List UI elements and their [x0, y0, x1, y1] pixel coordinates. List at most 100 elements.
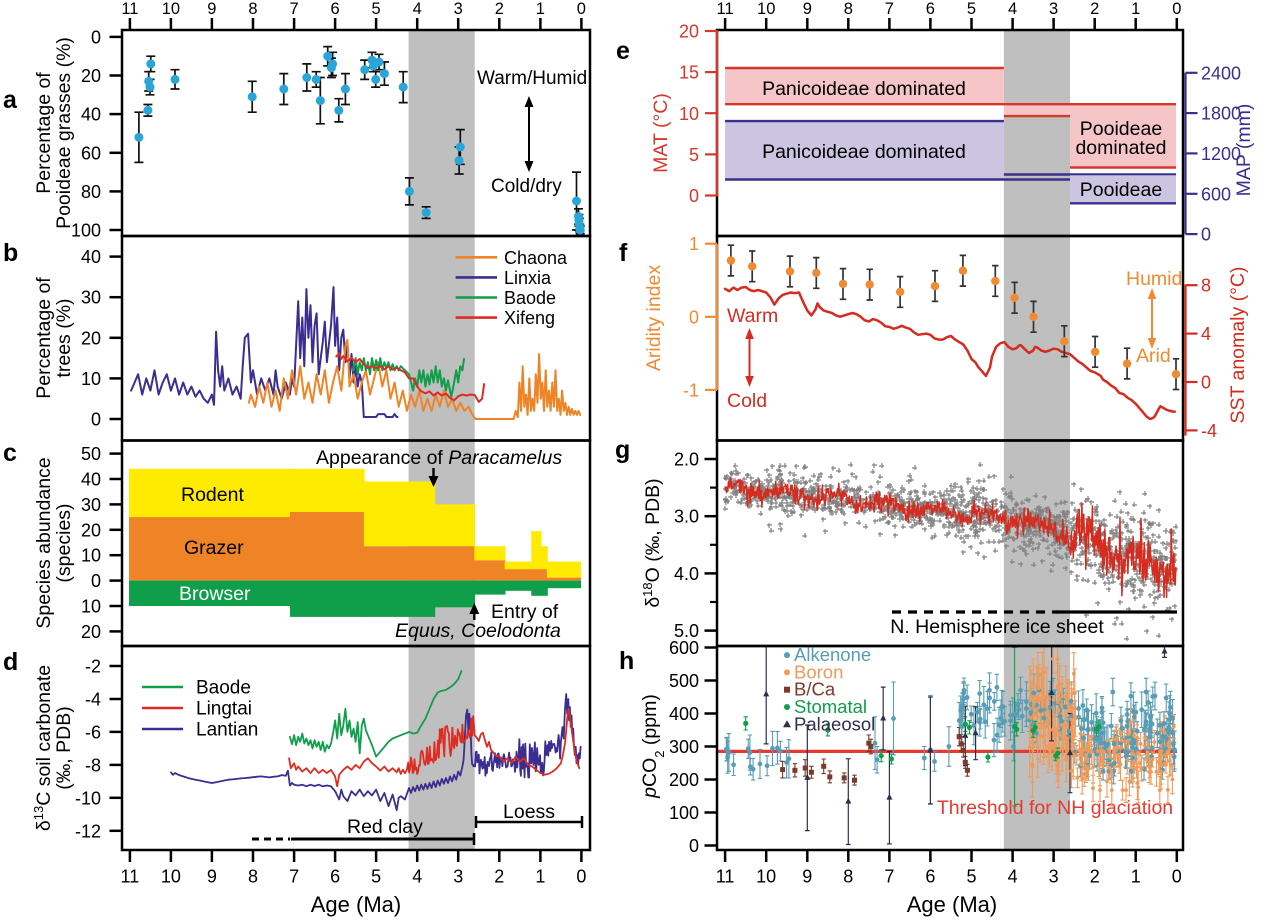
svg-text:1: 1	[536, 0, 545, 18]
svg-text:Panicoideae dominated: Panicoideae dominated	[762, 141, 966, 163]
svg-text:8: 8	[1201, 276, 1211, 296]
svg-text:11: 11	[717, 0, 734, 18]
svg-text:3: 3	[453, 867, 463, 887]
svg-text:Boron: Boron	[794, 661, 843, 682]
svg-text:5: 5	[372, 0, 381, 18]
svg-text:-12: -12	[75, 821, 101, 841]
svg-text:4: 4	[1201, 324, 1211, 344]
svg-text:2: 2	[1090, 867, 1100, 887]
svg-text:-8: -8	[85, 755, 101, 775]
svg-text:Chaona: Chaona	[504, 248, 568, 268]
svg-text:9: 9	[803, 0, 812, 18]
svg-text:2: 2	[1090, 0, 1099, 18]
svg-text:Age (Ma): Age (Ma)	[311, 892, 401, 917]
svg-text:40: 40	[81, 247, 101, 267]
svg-text:Pooideae grasses (%): Pooideae grasses (%)	[53, 37, 75, 229]
svg-text:4: 4	[1008, 867, 1018, 887]
svg-text:20: 20	[81, 66, 101, 86]
svg-text:6: 6	[330, 867, 340, 887]
svg-text:600: 600	[1201, 184, 1231, 204]
svg-text:4: 4	[413, 0, 422, 18]
svg-text:7: 7	[290, 0, 299, 18]
svg-text:8: 8	[248, 867, 258, 887]
svg-text:0: 0	[689, 307, 699, 327]
svg-text:0: 0	[91, 410, 101, 430]
svg-text:5: 5	[966, 867, 976, 887]
svg-text:2400: 2400	[1201, 63, 1241, 83]
svg-text:0: 0	[1172, 867, 1182, 887]
svg-text:20: 20	[81, 328, 101, 348]
svg-text:4: 4	[1008, 0, 1017, 18]
svg-text:δ13C soil carbonate: δ13C soil carbonate	[31, 665, 56, 831]
svg-text:Lingtai: Lingtai	[196, 699, 252, 720]
svg-text:50: 50	[81, 444, 101, 464]
svg-text:(species): (species)	[53, 503, 75, 582]
svg-text:15: 15	[679, 63, 699, 83]
svg-text:SST anomaly (°C): SST anomaly (°C)	[1227, 267, 1249, 424]
svg-text:b: b	[3, 239, 18, 267]
svg-text:1: 1	[689, 234, 699, 254]
svg-text:10: 10	[756, 867, 776, 887]
svg-text:0: 0	[91, 571, 101, 591]
svg-text:Warm: Warm	[727, 305, 778, 327]
svg-text:e: e	[616, 37, 630, 65]
svg-text:600: 600	[669, 638, 699, 658]
svg-text:a: a	[3, 86, 18, 114]
svg-text:4: 4	[412, 867, 422, 887]
svg-text:Species abundance: Species abundance	[33, 457, 55, 628]
svg-text:1: 1	[1131, 867, 1141, 887]
svg-text:500: 500	[669, 671, 699, 691]
svg-text:Entry of: Entry of	[491, 601, 559, 623]
svg-text:Aridity index: Aridity index	[643, 265, 665, 371]
svg-text:-4: -4	[85, 690, 101, 710]
svg-text:3: 3	[1049, 867, 1059, 887]
svg-text:Loess: Loess	[503, 801, 555, 823]
svg-text:10: 10	[81, 369, 101, 389]
svg-text:Arid: Arid	[1136, 345, 1171, 367]
svg-text:100: 100	[669, 803, 699, 823]
svg-text:Warm/Humid: Warm/Humid	[477, 68, 587, 89]
svg-text:3.0: 3.0	[674, 507, 699, 527]
svg-text:Threshold for NH glaciation: Threshold for NH glaciation	[937, 797, 1173, 819]
svg-text:Percentage of: Percentage of	[33, 277, 55, 399]
svg-text:20: 20	[81, 520, 101, 540]
svg-text:8: 8	[844, 0, 853, 18]
svg-text:Rodent: Rodent	[181, 484, 244, 506]
svg-text:Panicoideae dominated: Panicoideae dominated	[762, 78, 966, 100]
svg-text:0: 0	[1201, 373, 1211, 393]
svg-text:Age (Ma): Age (Ma)	[907, 892, 997, 917]
svg-text:10: 10	[162, 0, 180, 18]
svg-text:Equus, Coelodonta: Equus, Coelodonta	[395, 620, 561, 642]
svg-text:Stomatal: Stomatal	[794, 696, 867, 717]
svg-text:Palaeosol: Palaeosol	[794, 713, 875, 734]
svg-text:Linxia: Linxia	[504, 268, 552, 288]
svg-text:7: 7	[884, 867, 894, 887]
svg-text:0: 0	[576, 867, 586, 887]
svg-text:Pooideae: Pooideae	[1080, 118, 1162, 140]
svg-text:d: d	[3, 648, 18, 676]
svg-text:5.0: 5.0	[674, 621, 699, 641]
svg-text:dominated: dominated	[1075, 137, 1166, 159]
svg-text:300: 300	[669, 737, 699, 757]
svg-text:Percentage of: Percentage of	[33, 72, 55, 194]
svg-text:200: 200	[669, 770, 699, 790]
svg-text:Grazer: Grazer	[184, 537, 244, 559]
svg-text:1800: 1800	[1201, 104, 1241, 124]
svg-text:0: 0	[577, 0, 586, 18]
svg-text:h: h	[619, 647, 634, 675]
svg-text:9: 9	[802, 867, 812, 887]
svg-text:10: 10	[161, 867, 181, 887]
svg-text:400: 400	[669, 704, 699, 724]
svg-text:20: 20	[679, 22, 699, 42]
svg-text:100: 100	[71, 221, 101, 241]
svg-text:Cold/dry: Cold/dry	[491, 176, 562, 197]
svg-text:30: 30	[81, 288, 101, 308]
svg-text:1: 1	[535, 867, 545, 887]
svg-text:trees (%): trees (%)	[53, 298, 75, 377]
svg-text:Baode: Baode	[504, 288, 556, 308]
svg-text:2.0: 2.0	[674, 450, 699, 470]
svg-text:20: 20	[81, 622, 101, 642]
svg-text:Cold: Cold	[727, 390, 767, 412]
svg-text:11: 11	[121, 867, 140, 887]
svg-text:8: 8	[843, 867, 853, 887]
